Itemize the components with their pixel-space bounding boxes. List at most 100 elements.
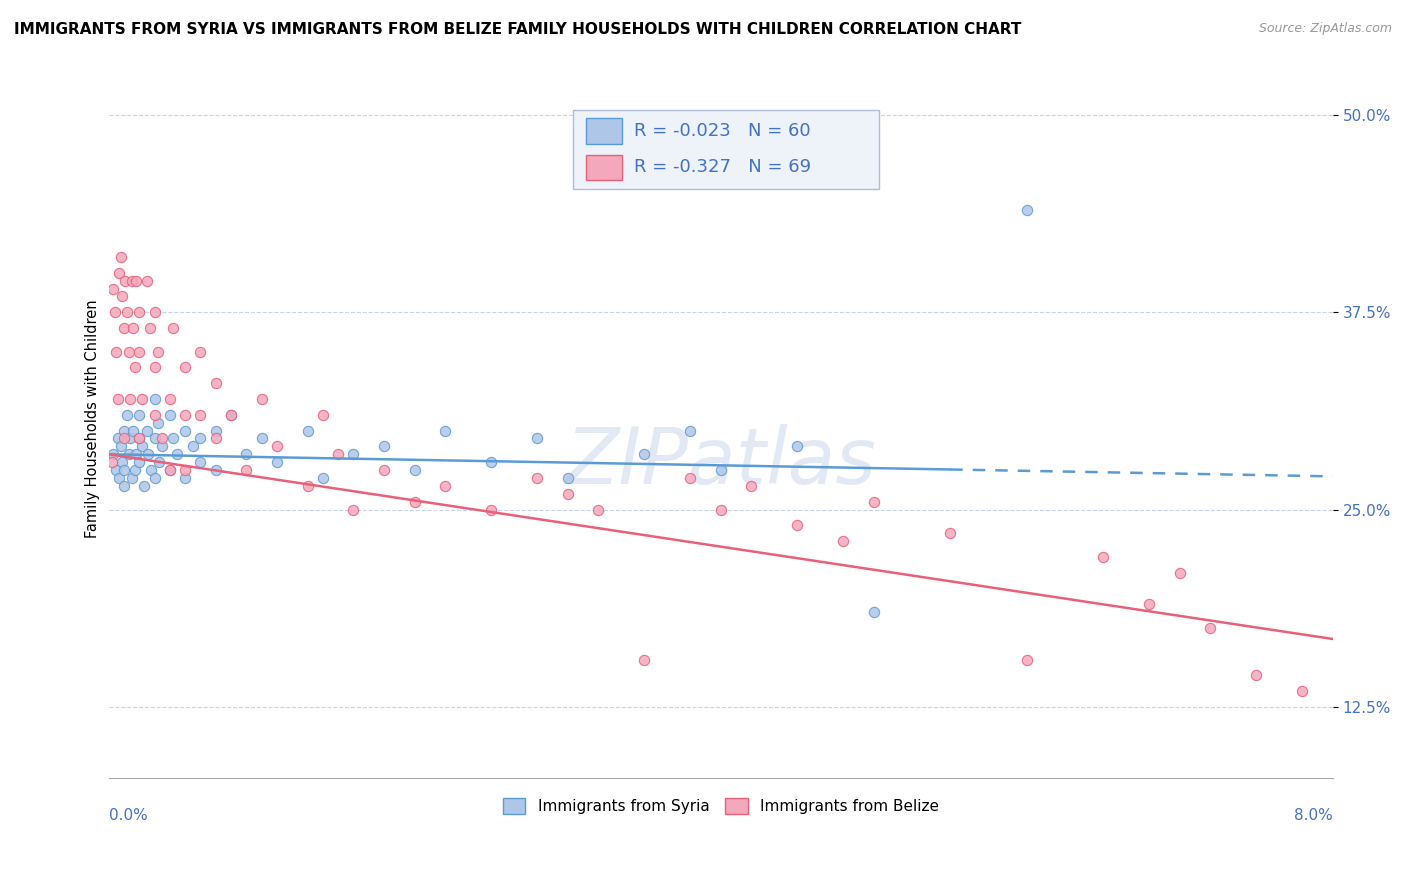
Point: [122, 424, 145, 438]
Point: [250, 432, 273, 446]
Point: [174, 424, 197, 438]
Point: [235, 463, 257, 477]
Point: [250, 392, 273, 406]
Point: [297, 479, 319, 493]
Point: [1015, 652, 1038, 666]
Point: [526, 432, 548, 446]
Point: [373, 439, 395, 453]
Point: [112, 463, 135, 477]
Point: [526, 471, 548, 485]
Point: [112, 321, 135, 335]
Point: [373, 463, 395, 477]
Point: [125, 447, 148, 461]
Point: [100, 455, 122, 469]
Point: [786, 518, 808, 533]
Point: [121, 471, 143, 485]
Point: [108, 266, 131, 280]
Point: [312, 408, 335, 422]
Point: [479, 455, 502, 469]
Point: [297, 424, 319, 438]
Point: [174, 471, 197, 485]
Point: [740, 479, 762, 493]
Point: [1291, 684, 1313, 698]
Point: [159, 463, 181, 477]
Point: [204, 424, 226, 438]
Point: [124, 360, 146, 375]
Point: [120, 432, 142, 446]
Point: [122, 321, 145, 335]
Y-axis label: Family Households with Children: Family Households with Children: [86, 300, 100, 538]
Point: [117, 447, 139, 461]
Point: [128, 344, 150, 359]
Point: [112, 479, 135, 493]
Text: IMMIGRANTS FROM SYRIA VS IMMIGRANTS FROM BELIZE FAMILY HOUSEHOLDS WITH CHILDREN : IMMIGRANTS FROM SYRIA VS IMMIGRANTS FROM…: [14, 22, 1021, 37]
Text: R = -0.023   N = 60: R = -0.023 N = 60: [634, 122, 811, 140]
Point: [235, 447, 257, 461]
Point: [143, 392, 166, 406]
Point: [128, 455, 150, 469]
Point: [128, 305, 150, 319]
Point: [557, 471, 579, 485]
Text: Source: ZipAtlas.com: Source: ZipAtlas.com: [1258, 22, 1392, 36]
Point: [159, 392, 181, 406]
Point: [132, 479, 155, 493]
Point: [135, 274, 157, 288]
Point: [1168, 566, 1191, 580]
Point: [128, 408, 150, 422]
Point: [710, 502, 733, 516]
Point: [107, 432, 129, 446]
Point: [557, 487, 579, 501]
Point: [434, 424, 457, 438]
Text: ZIPatlas: ZIPatlas: [565, 424, 876, 500]
Point: [103, 281, 125, 295]
Point: [1015, 202, 1038, 217]
Point: [143, 432, 166, 446]
Point: [404, 463, 426, 477]
Point: [143, 305, 166, 319]
Point: [115, 408, 138, 422]
Point: [146, 416, 169, 430]
Point: [174, 408, 197, 422]
Point: [105, 463, 128, 477]
Point: [786, 439, 808, 453]
Point: [181, 439, 204, 453]
Point: [204, 463, 226, 477]
Point: [110, 250, 132, 264]
Point: [131, 392, 153, 406]
Point: [124, 463, 146, 477]
Point: [710, 463, 733, 477]
Point: [204, 432, 226, 446]
Point: [633, 447, 655, 461]
Point: [174, 360, 197, 375]
Point: [939, 526, 962, 541]
Point: [112, 432, 135, 446]
Point: [138, 447, 160, 461]
Point: [111, 289, 134, 303]
Point: [434, 479, 457, 493]
Point: [128, 432, 150, 446]
Point: [162, 432, 184, 446]
Point: [342, 502, 364, 516]
Point: [832, 534, 855, 549]
Point: [107, 392, 129, 406]
Point: [121, 274, 143, 288]
Point: [112, 424, 135, 438]
Point: [125, 274, 148, 288]
Point: [108, 471, 131, 485]
Point: [117, 344, 139, 359]
Legend: Immigrants from Syria, Immigrants from Belize: Immigrants from Syria, Immigrants from B…: [496, 792, 945, 821]
Point: [1137, 597, 1160, 611]
Point: [404, 494, 426, 508]
Point: [148, 455, 170, 469]
Point: [679, 424, 702, 438]
Point: [139, 321, 162, 335]
Point: [135, 424, 157, 438]
Point: [1199, 621, 1222, 635]
Point: [162, 321, 184, 335]
Point: [190, 432, 212, 446]
Point: [143, 471, 166, 485]
Point: [1246, 668, 1268, 682]
Point: [266, 439, 288, 453]
Point: [105, 344, 128, 359]
Point: [588, 502, 610, 516]
